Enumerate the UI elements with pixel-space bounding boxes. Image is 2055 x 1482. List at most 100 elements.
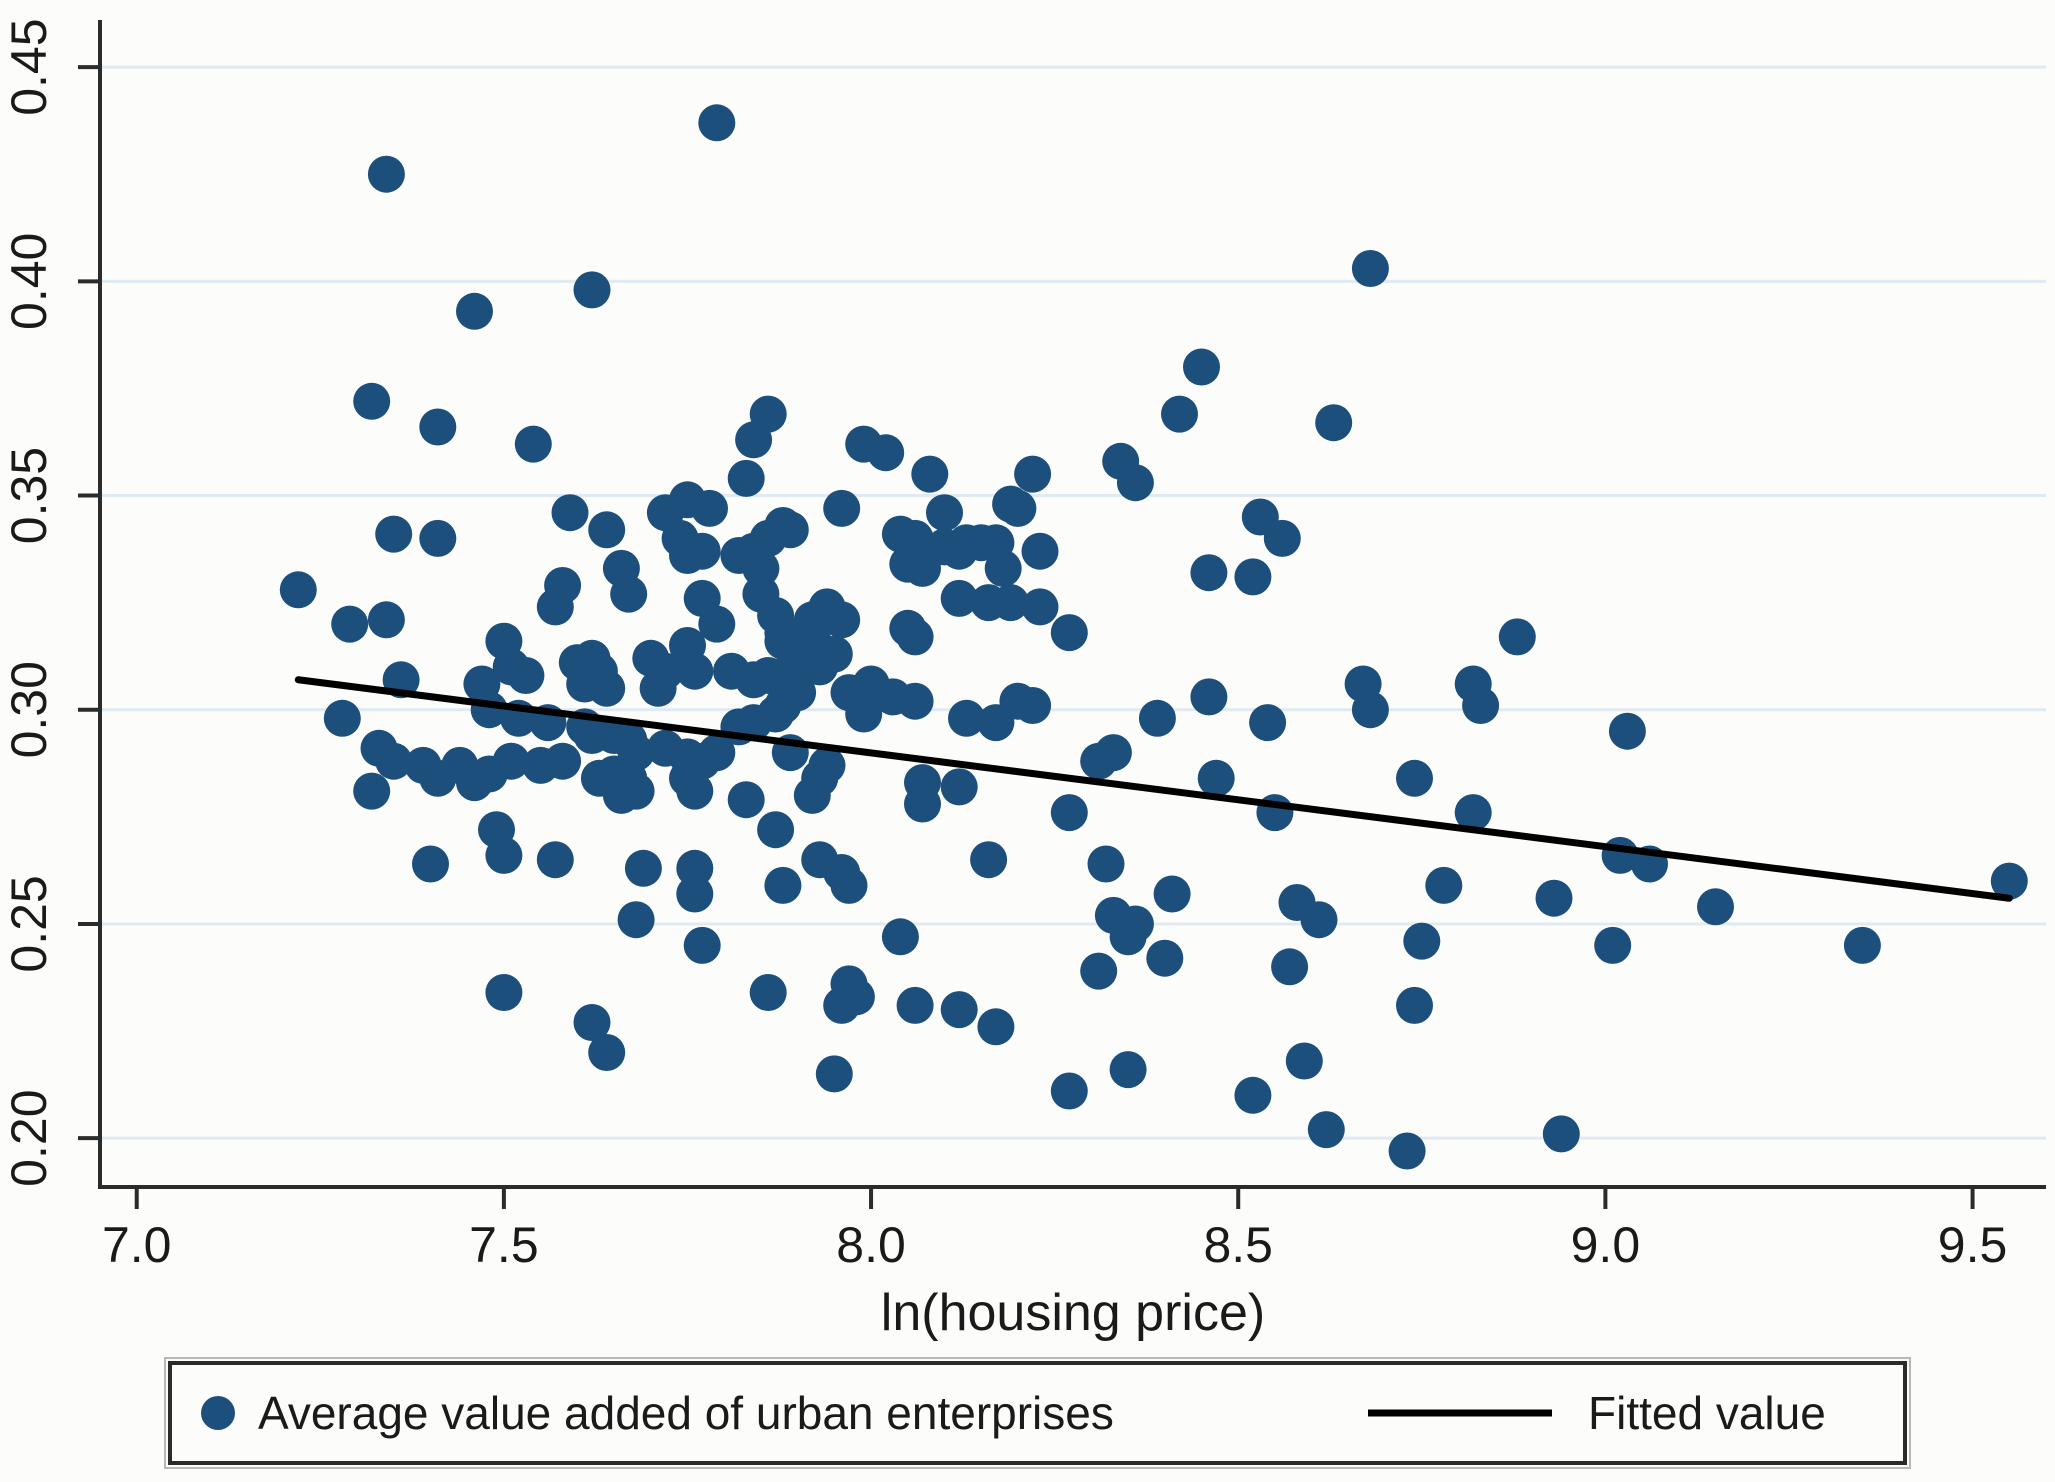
- scatter-point: [1594, 926, 1632, 964]
- scatter-point: [507, 657, 545, 694]
- scatter-point: [742, 549, 780, 587]
- scatter-point: [1190, 678, 1228, 716]
- scatter-point: [793, 776, 831, 814]
- y-tick-label: 0.30: [1, 661, 57, 758]
- scatter-point: [793, 601, 831, 639]
- scatter-point: [977, 1008, 1015, 1046]
- scatter-point: [1183, 348, 1220, 386]
- scatter-point: [367, 601, 405, 639]
- scatter-point: [1014, 687, 1052, 724]
- scatter-point: [1050, 614, 1088, 652]
- scatter-point: [911, 455, 949, 493]
- scatter-point: [1080, 952, 1118, 990]
- scatter-point: [375, 742, 413, 780]
- scatter-point: [1307, 1111, 1345, 1149]
- scatter-point: [456, 292, 493, 330]
- scatter-point: [1190, 554, 1228, 592]
- scatter-point: [940, 991, 978, 1029]
- legend-box: [168, 1361, 1907, 1465]
- scatter-point: [1138, 699, 1176, 737]
- scatter-point: [602, 776, 640, 814]
- scatter-point: [815, 635, 853, 673]
- scatter-point: [353, 382, 391, 420]
- scatter-point: [1271, 948, 1309, 986]
- scatter-point: [279, 571, 317, 609]
- scatter-point: [514, 425, 552, 463]
- scatter-point: [588, 511, 626, 549]
- scatter-point: [1542, 1115, 1580, 1153]
- y-tick-label: 0.35: [1, 447, 57, 544]
- scatter-point: [727, 781, 765, 819]
- scatter-point: [544, 742, 582, 780]
- scatter-point: [691, 489, 728, 527]
- scatter-point: [948, 524, 985, 562]
- scatter-point: [353, 772, 391, 810]
- scatter-point: [1050, 1072, 1088, 1110]
- legend-scatter-marker-icon: [201, 1396, 235, 1430]
- scatter-point: [485, 836, 523, 874]
- scatter-point: [683, 532, 721, 570]
- scatter-point: [815, 1055, 853, 1093]
- legend-line-label: Fitted value: [1588, 1387, 1826, 1439]
- x-tick-label: 8.0: [836, 1217, 906, 1273]
- scatter-point: [948, 699, 985, 737]
- scatter-point: [940, 768, 978, 806]
- scatter-point: [1087, 845, 1125, 883]
- scatter-point: [1234, 1076, 1272, 1114]
- scatter-point: [676, 652, 714, 690]
- scatter-point: [992, 584, 1030, 622]
- scatter-point: [896, 986, 934, 1024]
- scatter-point: [536, 588, 574, 626]
- scatter-point: [676, 849, 714, 887]
- scatter-point: [1161, 395, 1198, 433]
- scatter-point: [617, 901, 655, 939]
- legend-outer-shadow: [164, 1357, 1911, 1469]
- x-tick-label: 8.5: [1203, 1217, 1273, 1273]
- y-tick-label: 0.20: [1, 1089, 57, 1186]
- scatter-point: [896, 682, 934, 720]
- scatter-point: [698, 104, 736, 142]
- scatter-point: [1094, 734, 1132, 772]
- scatter-point: [624, 849, 662, 887]
- scatter-point: [1116, 464, 1154, 502]
- scatter-series-points: [279, 104, 2028, 1170]
- scatter-point: [1315, 404, 1353, 442]
- scatter-point: [823, 986, 861, 1024]
- scatter-point: [1608, 712, 1646, 750]
- scatter-point: [1021, 532, 1059, 570]
- scatter-point: [573, 271, 611, 309]
- scatter-point: [588, 669, 626, 707]
- legend-scatter-label: Average value added of urban enterprises: [258, 1387, 1114, 1439]
- scatter-point: [735, 421, 773, 459]
- fitted-value-line: [294, 676, 2013, 902]
- scatter-point: [1263, 519, 1301, 557]
- scatter-point: [698, 734, 736, 772]
- scatter-point: [485, 974, 523, 1011]
- scatter-point: [1014, 455, 1052, 493]
- scatter-point: [573, 1004, 611, 1041]
- y-tick-label: 0.25: [1, 875, 57, 972]
- scatter-point: [419, 408, 457, 446]
- gridlines: [100, 65, 2046, 1140]
- scatter-point: [904, 549, 941, 587]
- scatter-point: [412, 845, 449, 883]
- scatter-point: [1109, 918, 1147, 956]
- x-tick-label: 9.0: [1571, 1217, 1641, 1273]
- scatter-point: [323, 699, 361, 737]
- scatter-point: [1396, 759, 1433, 797]
- x-tick-label: 7.5: [469, 1217, 539, 1273]
- scatter-point: [904, 785, 941, 823]
- axes: [78, 20, 2046, 1209]
- scatter-point: [727, 459, 765, 497]
- y-axis-tick-labels: 0.20 0.25 0.30 0.35 0.40 0.45: [1, 18, 57, 1186]
- scatter-point: [1351, 250, 1389, 287]
- scatter-point: [757, 811, 795, 849]
- scatter-point: [610, 575, 648, 613]
- scatter-point: [1425, 866, 1463, 904]
- scatter-point: [1300, 901, 1338, 939]
- scatter-point: [1396, 986, 1433, 1024]
- scatter-point: [1697, 888, 1734, 926]
- scatter-point: [1843, 926, 1881, 964]
- scatter-point: [823, 601, 861, 639]
